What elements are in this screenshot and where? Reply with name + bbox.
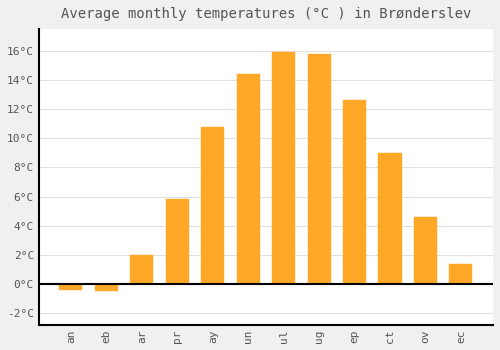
Bar xyxy=(236,74,260,284)
Bar xyxy=(378,153,402,284)
Bar xyxy=(95,284,118,291)
Bar xyxy=(201,127,224,284)
Title: Average monthly temperatures (°C ) in Brønderslev: Average monthly temperatures (°C ) in Br… xyxy=(60,7,471,21)
Bar xyxy=(60,284,82,290)
Bar xyxy=(450,264,472,284)
Bar xyxy=(166,199,189,284)
Bar xyxy=(414,217,437,284)
Bar xyxy=(130,255,154,284)
Bar xyxy=(343,100,366,284)
Bar xyxy=(272,52,295,284)
Bar xyxy=(308,54,330,284)
